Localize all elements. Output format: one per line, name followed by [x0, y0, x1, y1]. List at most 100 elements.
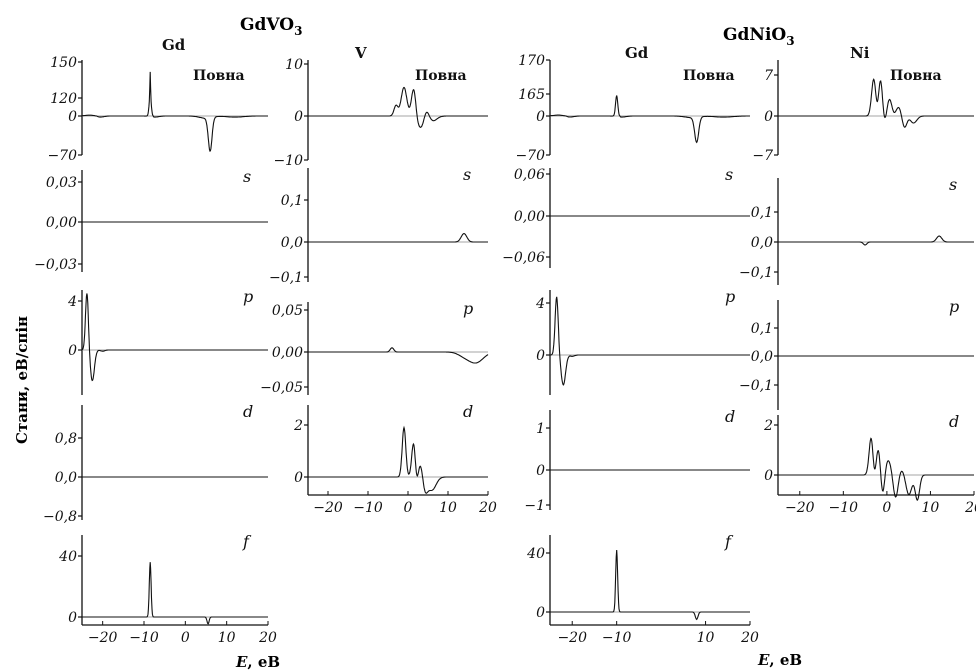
panel-gdvo3-v-total: 10 0 −10 V Повна: [273, 44, 488, 169]
total-label: Повна: [193, 68, 245, 84]
orbital-label: d: [463, 402, 473, 421]
panel-gdnio3-ni-p: 0,1 0,0 −0,1 p: [739, 297, 974, 410]
orbital-label: f: [724, 532, 734, 551]
x-tick-label: 20: [964, 500, 976, 516]
dos-curve-gdvo3-v-d: [308, 425, 488, 494]
orbital-label: s: [463, 165, 471, 184]
panel-gdnio3-gd-f: 40 0 −20 −10 10 20 f: [526, 532, 759, 646]
atom-label: V: [354, 44, 367, 62]
y-tick-label: −70: [47, 148, 77, 164]
dos-curve-gdvo3-gd-p: [81, 293, 268, 382]
y-tick-label: 0: [68, 109, 77, 125]
dos-curve-gdnio3-ni-s: [778, 235, 974, 246]
panel-gdnio3-gd-p: 4 0 p: [535, 287, 750, 395]
y-tick-label: −0,05: [260, 380, 303, 396]
panel-gdvo3-gd-total: 150 120 0 −70 Gd Повна: [47, 36, 268, 164]
x-tick-label: 10: [922, 500, 940, 516]
y-tick-label: −10: [273, 153, 303, 169]
orbital-label: f: [242, 532, 252, 551]
orbital-label: p: [243, 287, 253, 306]
x-tick-label: 10: [218, 630, 236, 646]
y-tick-label: 0: [68, 343, 77, 359]
y-tick-label: 0: [294, 109, 303, 125]
total-label: Повна: [415, 68, 467, 84]
y-tick-label: 0,05: [272, 303, 303, 319]
compound-title-gdvo3: GdVO3: [240, 15, 302, 38]
x-tick-label: −10: [353, 500, 383, 516]
panel-gdvo3-v-d: 20−20 −10 0 10 20d: [293, 402, 497, 516]
x-axis-label-right: E, еВ: [757, 651, 802, 669]
x-tick-label: 10: [439, 500, 457, 516]
orbital-label: p: [463, 299, 473, 318]
x-tick-label: −20: [785, 500, 815, 516]
y-tick-label: 0: [536, 605, 545, 621]
dos-curve-gdvo3-gd-total: [81, 71, 268, 152]
y-tick-label: −0,03: [34, 257, 77, 273]
y-tick-label: −0,1: [739, 265, 773, 281]
dos-curve-gdnio3-ni-total: [778, 78, 974, 128]
panel-gdvo3-v-s: 0,1 0,0 −0,1 s: [269, 165, 488, 286]
dos-curve-gdvo3-gd-f: [82, 562, 268, 625]
y-tick-label: 0,00: [514, 209, 545, 225]
y-tick-label: −0,06: [502, 250, 545, 266]
y-tick-label: 1: [536, 421, 545, 437]
y-tick-label: 10: [285, 57, 303, 73]
panel-gdnio3-gd-total: 170 165 0 −70 Gd Повна: [515, 44, 750, 164]
y-tick-label: 120: [50, 91, 77, 107]
y-tick-label: 150: [50, 55, 77, 71]
atom-label: Gd: [162, 36, 186, 54]
y-tick-label: 0,0: [55, 470, 77, 486]
dos-curve-gdnio3-ni-d: [778, 437, 974, 501]
y-tick-label: 7: [764, 68, 773, 84]
orbital-label: d: [949, 412, 959, 431]
panel-gdvo3-v-p: 0,05 0,00 −0,05 p: [260, 299, 489, 396]
dos-curve-gdnio3-gd-p: [550, 296, 750, 386]
panel-gdvo3-gd-p: 4 0 p: [67, 287, 268, 395]
x-tick-label: −20: [313, 500, 343, 516]
y-tick-label: 0: [764, 109, 773, 125]
y-tick-label: 0: [294, 470, 303, 486]
dos-curve-gdnio3-gd-total: [549, 95, 750, 144]
y-tick-label: 0: [536, 109, 545, 125]
x-tick-label: 20: [258, 630, 277, 646]
y-tick-label: 4: [535, 296, 545, 312]
y-tick-label: 0: [536, 463, 545, 479]
panel-gdvo3-gd-d: 0,8 0,0 −0,8 d: [43, 402, 268, 525]
y-tick-label: 0: [764, 468, 773, 484]
x-tick-label: 0: [882, 500, 891, 516]
y-tick-label: 2: [293, 418, 303, 434]
y-tick-label: 165: [518, 87, 545, 103]
y-tick-label: −0,8: [43, 509, 77, 525]
panel-gdvo3-gd-s: 0,03 0,00 −0,03 s: [34, 167, 268, 273]
dos-curve-gdnio3-gd-f: [550, 549, 750, 621]
x-tick-label: −20: [557, 630, 587, 646]
y-tick-label: 170: [518, 53, 545, 69]
y-tick-label: 2: [763, 418, 773, 434]
total-label: Повна: [890, 68, 942, 84]
y-tick-label: 0: [536, 348, 545, 364]
y-tick-label: 0,0: [281, 235, 303, 251]
y-tick-label: 40: [526, 546, 545, 562]
panel-gdnio3-ni-total: 7 0 −7 Ni Повна: [752, 44, 974, 164]
x-tick-label: 20: [478, 500, 497, 516]
y-tick-label: 0,1: [751, 321, 773, 337]
total-label: Повна: [683, 68, 735, 84]
atom-label: Gd: [625, 44, 649, 62]
y-tick-label: −0,1: [739, 378, 773, 394]
orbital-label: s: [725, 165, 733, 184]
y-tick-label: −70: [515, 148, 545, 164]
y-tick-label: −7: [752, 148, 773, 164]
y-tick-label: 0,06: [514, 167, 545, 183]
orbital-label: p: [949, 297, 959, 316]
dos-curve-gdvo3-v-s: [308, 233, 488, 243]
x-tick-label: −10: [602, 630, 632, 646]
y-tick-label: 0,00: [46, 215, 77, 231]
y-tick-label: −0,1: [269, 270, 303, 286]
panel-gdnio3-gd-d: 1 0 −1 d: [524, 407, 750, 514]
orbital-label: p: [725, 287, 735, 306]
y-tick-label: 0,00: [272, 345, 303, 361]
compound-title-gdnio3: GdNiO3: [723, 25, 795, 48]
y-tick-label: 40: [58, 549, 77, 565]
